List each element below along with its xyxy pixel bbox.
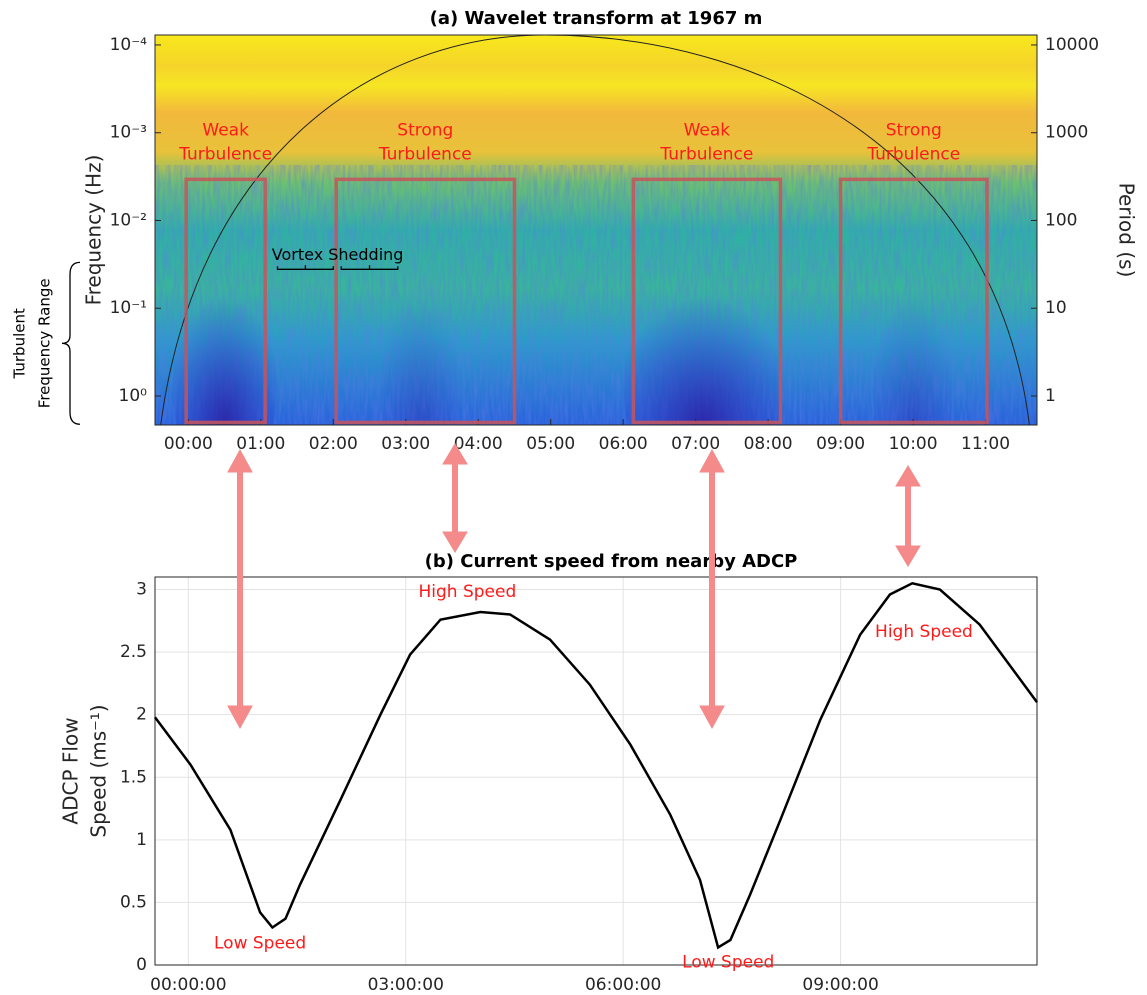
x-tick-label: 03:00: [381, 434, 430, 454]
y-tick-label: 10⁻¹: [110, 298, 147, 318]
range-label: Turbulent: [11, 308, 29, 379]
speed-annotation: Low Speed: [682, 952, 774, 972]
chart-title: (a) Wavelet transform at 1967 m: [430, 8, 763, 29]
x-tick-label: 06:00: [599, 434, 648, 454]
x-tick-label: 08:00: [744, 434, 793, 454]
scalogram: [155, 35, 1037, 425]
region-label: Strong Turbulence: [866, 120, 960, 164]
speed-annotation: High Speed: [418, 582, 516, 602]
vortex-bracket: [276, 265, 334, 270]
y-tick-label: 10⁻⁴: [110, 35, 148, 55]
turbulence-region: [334, 177, 517, 425]
turbulence-region: [838, 177, 989, 425]
plot-frame: [154, 34, 1038, 426]
region-label-line: Strong: [886, 120, 942, 140]
x-tick-label: 06:00:00: [585, 975, 661, 995]
arrow-head: [895, 465, 921, 487]
speed-annotation: High Speed: [875, 622, 973, 642]
y-tick-label: 2: [136, 705, 147, 725]
y2-tick-label: 1: [1045, 386, 1056, 406]
speed-line: [153, 581, 1039, 950]
y-axis-label: Frequency (Hz): [82, 155, 106, 306]
x-tick-label: 07:00: [671, 434, 720, 454]
region-label-line: Turbulence: [178, 144, 272, 164]
scalogram-texture: [622, 275, 783, 425]
linking-arrows: [227, 443, 921, 730]
plot-frame: [154, 576, 1038, 966]
x-tick-label: 02:00: [309, 434, 358, 454]
y-axis-label: Speed (ms⁻¹): [87, 704, 111, 837]
scalogram-texture: [172, 275, 277, 425]
y-tick-label: 0.5: [120, 892, 147, 912]
arrow-head: [895, 545, 921, 567]
arrow-head: [442, 443, 468, 465]
y2-axis-label: Period (s): [1115, 183, 1139, 278]
y2-tick-label: 10: [1045, 298, 1067, 318]
y-tick-label: 10⁻²: [110, 210, 147, 230]
vortex-bracket: [340, 265, 399, 270]
y-axis-label: ADCP Flow: [59, 717, 83, 824]
x-tick-label: 11:00: [961, 434, 1010, 454]
region-label-line: Turbulence: [378, 144, 472, 164]
arrow-head: [227, 448, 253, 473]
region-label-line: Weak: [684, 120, 731, 140]
region-label-line: Turbulence: [659, 144, 753, 164]
x-tick-label: 09:00: [816, 434, 865, 454]
arrow-head: [699, 448, 725, 473]
x-tick-label: 00:00:00: [150, 975, 226, 995]
scalogram-texture: [380, 275, 461, 425]
y2-tick-label: 1000: [1045, 123, 1088, 143]
chart-title: (b) Current speed from nearby ADCP: [425, 551, 798, 572]
region-label-line: Strong: [397, 120, 453, 140]
x-tick-label: 09:00:00: [802, 975, 878, 995]
y-tick-label: 1: [136, 830, 147, 850]
x-tick-label: 03:00:00: [368, 975, 444, 995]
y2-tick-label: 100: [1045, 210, 1077, 230]
arrow-head: [442, 531, 468, 553]
turbulence-region: [631, 177, 783, 425]
range-brace: [61, 261, 81, 425]
x-tick-label: 10:00: [889, 434, 938, 454]
x-tick-label: 00:00: [164, 434, 213, 454]
x-tick-label: 05:00: [526, 434, 575, 454]
region-label: Weak Turbulence: [659, 120, 753, 164]
scalogram-texture: [873, 275, 954, 425]
y-tick-label: 3: [136, 580, 147, 600]
vortex-label: Vortex Shedding: [272, 245, 404, 264]
x-tick-label: 04:00: [454, 434, 503, 454]
y-tick-label: 10⁻³: [110, 123, 147, 143]
y-tick-label: 0: [136, 955, 147, 975]
arrow-head: [699, 705, 725, 730]
range-label: Frequency Range: [36, 278, 54, 408]
region-label: Weak Turbulence: [178, 120, 272, 164]
y-tick-label: 2.5: [120, 642, 147, 662]
region-label: Strong Turbulence: [378, 120, 472, 164]
turbulence-region: [184, 177, 267, 425]
arrow-head: [227, 705, 253, 730]
region-label-line: Weak: [202, 120, 249, 140]
x-tick-label: 01:00: [236, 434, 285, 454]
region-label-line: Turbulence: [866, 144, 960, 164]
speed-annotation: Low Speed: [214, 934, 306, 954]
y2-tick-label: 10000: [1045, 35, 1099, 55]
y-tick-label: 1.5: [120, 767, 147, 787]
plot-area: [155, 577, 1037, 965]
y-tick-label: 10⁰: [119, 386, 148, 406]
